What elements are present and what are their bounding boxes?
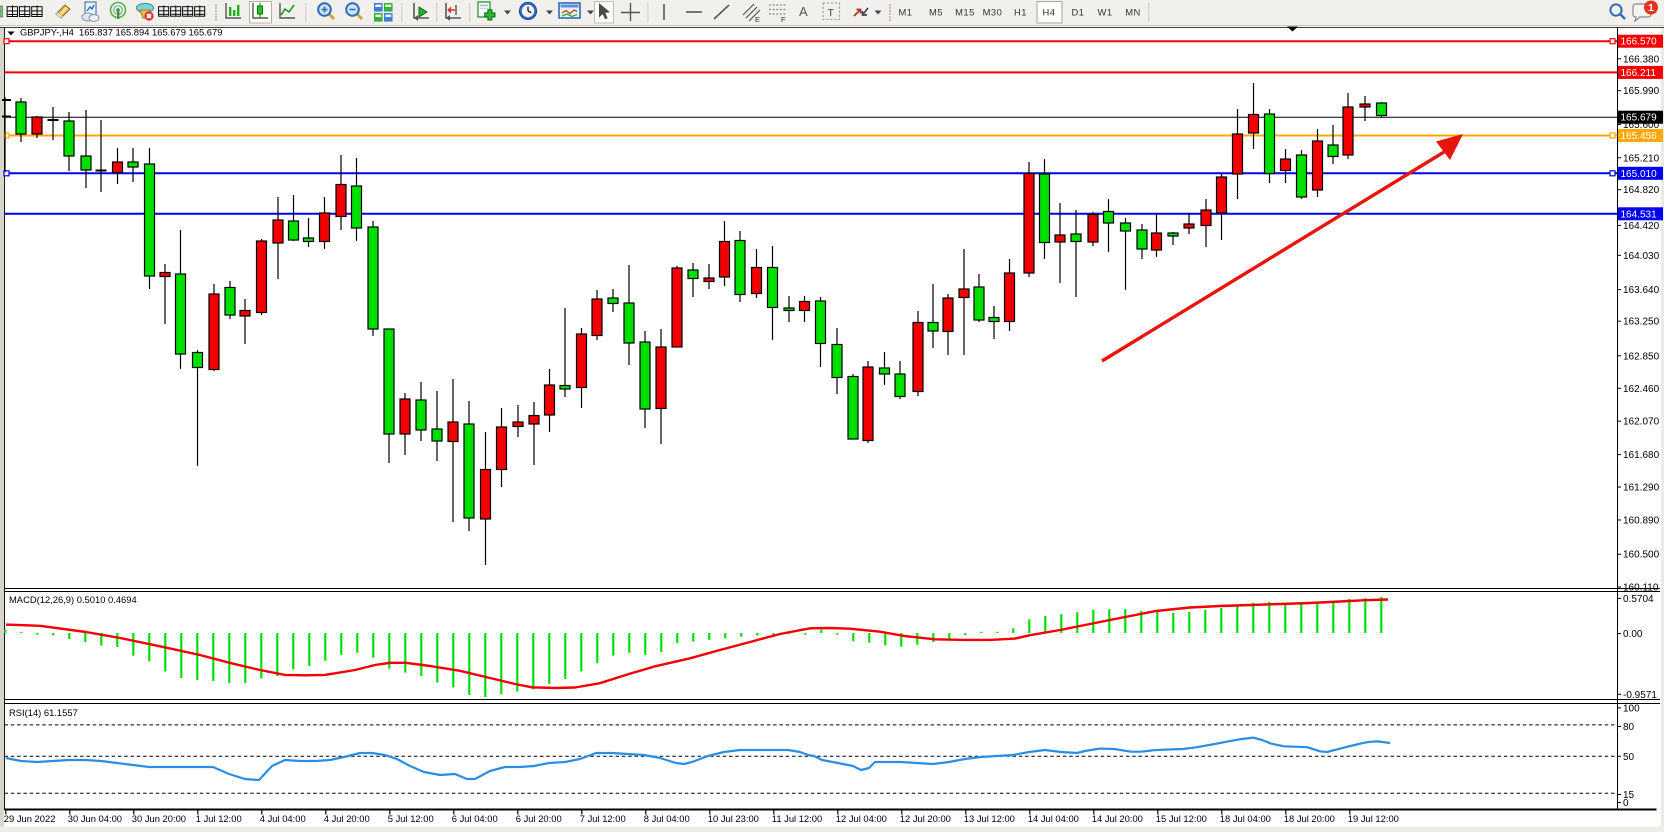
svg-text:162.460: 162.460: [1623, 384, 1660, 395]
svg-text:GBPJPY-,H4 165.837 165.894 16: GBPJPY-,H4 165.837 165.894 165.679 165.6…: [20, 27, 222, 38]
svg-text:E: E: [755, 15, 760, 24]
svg-text:M15: M15: [955, 7, 975, 18]
svg-text:160.110: 160.110: [1623, 583, 1659, 594]
svg-text:10 Jul 23:00: 10 Jul 23:00: [708, 813, 759, 824]
svg-text:A: A: [799, 4, 808, 19]
svg-text:50: 50: [1623, 752, 1635, 763]
svg-text:166.570: 166.570: [1621, 37, 1658, 48]
svg-text:5 Jul 12:00: 5 Jul 12:00: [388, 813, 434, 824]
svg-text:100: 100: [1623, 703, 1640, 714]
svg-text:12 Jul 04:00: 12 Jul 04:00: [836, 813, 887, 824]
svg-text:M30: M30: [983, 7, 1003, 18]
svg-text:161.290: 161.290: [1623, 483, 1660, 494]
svg-text:6 Jul 20:00: 6 Jul 20:00: [516, 813, 562, 824]
svg-text:165.210: 165.210: [1623, 153, 1660, 164]
svg-text:14 Jul 04:00: 14 Jul 04:00: [1028, 813, 1079, 824]
svg-text:165.990: 165.990: [1623, 86, 1660, 97]
svg-text:12 Jul 20:00: 12 Jul 20:00: [900, 813, 951, 824]
svg-text:MN: MN: [1125, 7, 1141, 18]
svg-text:164.531: 164.531: [1621, 209, 1658, 220]
svg-text:M1: M1: [898, 7, 912, 18]
svg-text:RSI(14) 61.1557: RSI(14) 61.1557: [9, 707, 78, 718]
svg-text:30 Jun 04:00: 30 Jun 04:00: [68, 813, 122, 824]
svg-text:30 Jun 20:00: 30 Jun 20:00: [132, 813, 186, 824]
svg-text:80: 80: [1623, 722, 1635, 733]
svg-text:H4: H4: [1043, 7, 1056, 18]
svg-text:D1: D1: [1072, 7, 1085, 18]
svg-text:F: F: [781, 15, 786, 24]
svg-text:164.820: 164.820: [1623, 185, 1660, 196]
svg-text:18 Jul 04:00: 18 Jul 04:00: [1220, 813, 1271, 824]
svg-text:7 Jul 12:00: 7 Jul 12:00: [580, 813, 626, 824]
svg-text:0.5704: 0.5704: [1623, 594, 1654, 605]
svg-text:166.211: 166.211: [1621, 68, 1657, 79]
svg-text:165.010: 165.010: [1621, 169, 1658, 180]
svg-text:M5: M5: [929, 7, 943, 18]
svg-text:165.600: 165.600: [1623, 120, 1660, 131]
svg-text:8 Jul 04:00: 8 Jul 04:00: [644, 813, 690, 824]
svg-text:18 Jul 20:00: 18 Jul 20:00: [1284, 813, 1335, 824]
svg-text:1 Jul 12:00: 1 Jul 12:00: [196, 813, 242, 824]
svg-text:1: 1: [1648, 2, 1654, 14]
svg-text:160.890: 160.890: [1623, 516, 1660, 527]
svg-text:15: 15: [1623, 790, 1635, 801]
svg-text:11 Jul 12:00: 11 Jul 12:00: [772, 813, 822, 824]
svg-text:160.500: 160.500: [1623, 550, 1660, 561]
svg-text:MACD(12,26,9) 0.5010 0.4694: MACD(12,26,9) 0.5010 0.4694: [9, 594, 137, 605]
svg-text:165.456: 165.456: [1621, 131, 1658, 142]
svg-text:164.030: 164.030: [1623, 251, 1660, 262]
svg-text:T: T: [828, 7, 835, 19]
svg-text:4 Jul 04:00: 4 Jul 04:00: [260, 813, 306, 824]
svg-text:0: 0: [1623, 798, 1629, 809]
svg-text:6 Jul 04:00: 6 Jul 04:00: [452, 813, 498, 824]
svg-text:162.850: 162.850: [1623, 351, 1660, 362]
svg-text:H1: H1: [1014, 7, 1027, 18]
svg-text:14 Jul 20:00: 14 Jul 20:00: [1092, 813, 1143, 824]
svg-text:0.00: 0.00: [1623, 629, 1643, 640]
svg-text:163.640: 163.640: [1623, 285, 1660, 296]
svg-text:165.679: 165.679: [1621, 113, 1658, 124]
svg-text:29 Jun 2022: 29 Jun 2022: [4, 813, 56, 824]
svg-text:-0.9571: -0.9571: [1623, 690, 1657, 701]
svg-text:164.420: 164.420: [1623, 221, 1660, 232]
svg-text:162.070: 162.070: [1623, 417, 1660, 428]
svg-text:15 Jul 12:00: 15 Jul 12:00: [1156, 813, 1207, 824]
svg-text:163.250: 163.250: [1623, 317, 1660, 328]
svg-text:161.680: 161.680: [1623, 450, 1660, 461]
svg-text:W1: W1: [1097, 7, 1112, 18]
svg-text:13 Jul 12:00: 13 Jul 12:00: [964, 813, 1015, 824]
svg-text:4 Jul 20:00: 4 Jul 20:00: [324, 813, 370, 824]
svg-text:166.380: 166.380: [1623, 54, 1660, 65]
svg-text:19 Jul 12:00: 19 Jul 12:00: [1348, 813, 1399, 824]
